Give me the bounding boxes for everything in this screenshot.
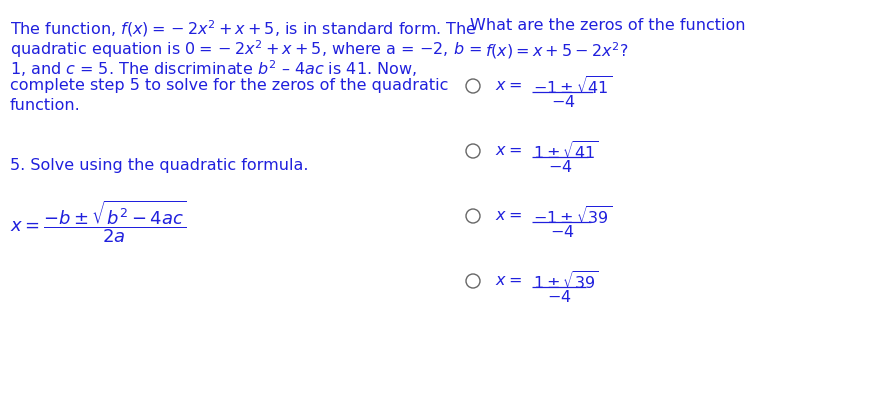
Text: $-4$: $-4$: [548, 159, 573, 175]
Text: quadratic equation is $0 = -2x^2 + x + 5$, where a = −2, $b$ =: quadratic equation is $0 = -2x^2 + x + 5…: [10, 38, 482, 60]
Text: $f(x) = x + 5 - 2x^2$?: $f(x) = x + 5 - 2x^2$?: [485, 40, 628, 61]
Text: $-4$: $-4$: [550, 224, 574, 240]
Text: $x = $: $x = $: [495, 78, 521, 93]
Text: 1, and $c$ = 5. The discriminate $b^2$ – 4$ac$ is 41. Now,: 1, and $c$ = 5. The discriminate $b^2$ –…: [10, 58, 417, 79]
Text: $-1\pm\sqrt{41}$: $-1\pm\sqrt{41}$: [533, 76, 612, 98]
Text: $x = $: $x = $: [495, 273, 521, 288]
Text: $-4$: $-4$: [547, 289, 572, 305]
Text: function.: function.: [10, 98, 81, 113]
Text: $1\pm\sqrt{41}$: $1\pm\sqrt{41}$: [533, 141, 599, 163]
Text: complete step 5 to solve for the zeros of the quadratic: complete step 5 to solve for the zeros o…: [10, 78, 448, 93]
Text: $x = $: $x = $: [495, 208, 521, 223]
Text: The function, $f(x) = -2x^2 + x + 5$, is in standard form. The: The function, $f(x) = -2x^2 + x + 5$, is…: [10, 18, 477, 39]
Text: $x = $: $x = $: [495, 143, 521, 158]
Text: $x = \dfrac{-b \pm \sqrt{b^2 - 4ac}}{2a}$: $x = \dfrac{-b \pm \sqrt{b^2 - 4ac}}{2a}…: [10, 198, 186, 245]
Text: $-4$: $-4$: [551, 94, 575, 110]
Text: What are the zeros of the function: What are the zeros of the function: [470, 18, 746, 33]
Text: $1\pm\sqrt{39}$: $1\pm\sqrt{39}$: [533, 271, 599, 293]
Text: 5. Solve using the quadratic formula.: 5. Solve using the quadratic formula.: [10, 158, 308, 173]
Text: $-1\pm\sqrt{39}$: $-1\pm\sqrt{39}$: [533, 206, 612, 228]
